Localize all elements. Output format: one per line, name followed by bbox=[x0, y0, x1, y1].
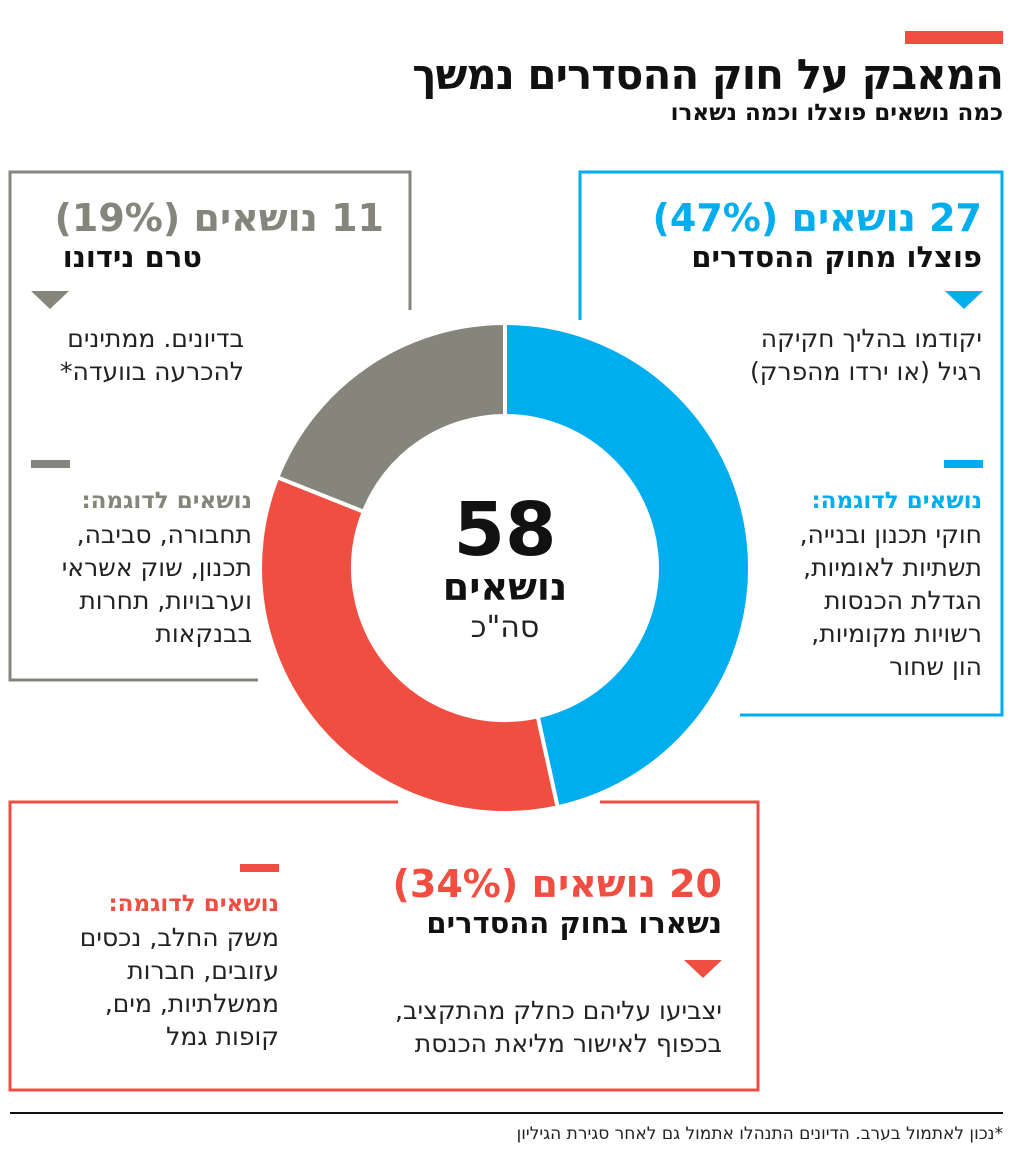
split-count: 27 נושאים (47%) bbox=[653, 196, 982, 240]
pending-examples-title: נושאים לדוגמה: bbox=[81, 488, 252, 514]
split-examples: נושאים לדוגמה: חוקי תכנון ובנייה, תשתיות… bbox=[800, 485, 982, 683]
remained-percent: (34%) bbox=[392, 862, 519, 906]
donut-unit: נושאים bbox=[442, 565, 568, 609]
page-subtitle: כמה נושאים פוצלו וכמה נשארו bbox=[670, 100, 1003, 126]
remained-description: יצביעו עליהם כחלק מהתקציב, בכפוף לאישור … bbox=[395, 994, 722, 1060]
remained-desc-line: בכפוף לאישור מליאת הכנסת bbox=[414, 1029, 722, 1058]
pending-desc-line: בדיונים. ממתינים bbox=[67, 324, 244, 353]
pending-label: טרם נידונו bbox=[62, 240, 202, 274]
split-arrow-icon bbox=[945, 291, 983, 309]
donut-note: סה"כ bbox=[470, 610, 540, 645]
split-label: פוצלו מחוק ההסדרים bbox=[691, 240, 982, 274]
pending-examples-dash bbox=[31, 460, 70, 468]
split-example: תשתיות לאומיות, bbox=[803, 553, 982, 582]
pending-desc-line: להכרעה בוועדה* bbox=[59, 357, 244, 386]
remained-examples-title: נושאים לדוגמה: bbox=[108, 891, 279, 917]
pending-example: תחבורה, סביבה, bbox=[76, 520, 252, 549]
donut-chart bbox=[258, 320, 752, 815]
remained-example: ממשלתיות, מים, bbox=[104, 989, 279, 1018]
split-examples-title: נושאים לדוגמה: bbox=[811, 488, 982, 514]
page-title: המאבק על חוק ההסדרים נמשך bbox=[412, 50, 1004, 99]
split-description: יקודמו בהליך חקיקה רגיל (או ירדו מהפרק) bbox=[750, 322, 982, 388]
remained-desc-line: יצביעו עליהם כחלק מהתקציב, bbox=[395, 996, 722, 1025]
donut-slice-1 bbox=[258, 474, 561, 815]
pending-example: וערבויות, תחרות bbox=[79, 586, 252, 615]
split-example: חוקי תכנון ובנייה, bbox=[799, 520, 982, 549]
split-percent: (47%) bbox=[652, 196, 779, 240]
pending-examples: נושאים לדוגמה: תחבורה, סביבה, תכנון, שוק… bbox=[62, 485, 252, 650]
remained-box-frame-left bbox=[8, 800, 760, 1092]
pending-count-text: 11 נושאים bbox=[193, 196, 384, 240]
split-example: רשויות מקומיות, bbox=[811, 619, 982, 648]
remained-label: נשארו בחוק ההסדרים bbox=[426, 906, 722, 940]
remained-examples: נושאים לדוגמה: משק החלב, נכסים עזובים, ח… bbox=[80, 888, 279, 1053]
split-box-frame bbox=[578, 170, 1004, 717]
pending-description: בדיונים. ממתינים להכרעה בוועדה* bbox=[60, 322, 244, 388]
split-count-text: 27 נושאים bbox=[791, 196, 982, 240]
pending-arrow-icon bbox=[31, 291, 69, 309]
split-desc-line: רגיל (או ירדו מהפרק) bbox=[749, 357, 982, 386]
footnote: *נכון לאתמול בערב. הדיונים התנהלו אתמול … bbox=[516, 1124, 1003, 1144]
split-examples-dash bbox=[944, 460, 983, 468]
remained-arrow-icon bbox=[684, 960, 722, 978]
pending-box-frame bbox=[8, 170, 412, 682]
remained-example: קופות גמל bbox=[166, 1022, 279, 1051]
remained-examples-dash bbox=[240, 864, 279, 872]
remained-count-text: 20 נושאים bbox=[531, 862, 722, 906]
remained-example: עזובים, חברות bbox=[127, 956, 279, 985]
title-accent-bar bbox=[905, 31, 1003, 44]
split-desc-line: יקודמו בהליך חקיקה bbox=[760, 324, 982, 353]
donut-total: 58 bbox=[453, 487, 557, 573]
remained-example: משק החלב, נכסים bbox=[79, 923, 279, 952]
pending-example: תכנון, שוק אשראי bbox=[61, 553, 252, 582]
pending-percent: (19%) bbox=[54, 196, 181, 240]
split-example: הגדלת הכנסות bbox=[824, 586, 982, 615]
donut-slice-2 bbox=[274, 320, 507, 515]
pending-example: בבנקאות bbox=[155, 619, 252, 648]
remained-count: 20 נושאים (34%) bbox=[393, 862, 722, 906]
pending-count: 11 נושאים (19%) bbox=[55, 196, 384, 240]
split-example: הון שחור bbox=[889, 652, 982, 681]
donut-slice-0 bbox=[503, 320, 752, 810]
